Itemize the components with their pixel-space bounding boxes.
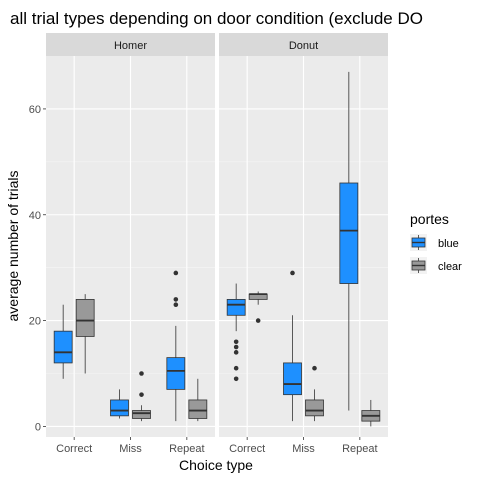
legend-label-blue: blue <box>438 238 459 250</box>
outlier-point <box>233 344 239 350</box>
outlier-point <box>233 339 239 345</box>
boxplot-homer-correct-blue <box>53 304 73 379</box>
facet-strip-homer <box>46 33 215 56</box>
outlier-point <box>173 270 179 276</box>
boxplot-homer-repeat-blue <box>166 270 186 422</box>
y-tick-label: 40 <box>29 210 41 222</box>
box <box>305 399 324 417</box>
outlier-point <box>233 350 239 355</box>
boxplot-donut-miss-clear <box>305 365 324 422</box>
box <box>110 399 129 417</box>
facet-label-donut: Donut <box>289 40 318 52</box>
legend: portes blue clear <box>410 211 462 274</box>
boxplot-donut-repeat-blue <box>339 71 359 411</box>
boxplot-donut-correct-blue <box>226 283 246 382</box>
y-tick-label: 0 <box>35 421 41 433</box>
box <box>188 399 208 419</box>
boxplot-donut-repeat-clear <box>361 399 381 427</box>
boxplot-homer-miss-blue <box>110 389 129 419</box>
chart-title: all trial types depending on door condit… <box>10 9 423 28</box>
x-tick-label-donut-correct: Correct <box>229 443 265 455</box>
legend-label-clear: clear <box>438 261 462 273</box>
box <box>132 410 151 419</box>
outlier-point <box>173 297 179 302</box>
y-tick-label: 20 <box>29 316 41 328</box>
outlier-point <box>173 302 179 308</box>
facet-strip-donut <box>219 33 388 56</box>
y-tick-label: 60 <box>29 104 41 116</box>
box <box>283 362 302 396</box>
outlier-point <box>255 318 261 323</box>
outlier-point <box>233 376 239 382</box>
x-tick-label-homer-correct: Correct <box>56 443 92 455</box>
y-axis-title: average number of trials <box>5 171 21 322</box>
outlier-point <box>290 270 295 276</box>
boxplot-homer-miss-clear <box>132 371 151 422</box>
outlier-point <box>139 392 144 397</box>
outlier-point <box>139 371 144 376</box>
x-axis-title: Choice type <box>179 457 253 473</box>
boxplot-donut-correct-clear <box>248 291 268 323</box>
facet-label-homer: Homer <box>114 40 147 52</box>
plot-area: Homer Correct Miss Repeat Donut Correct Miss Re… <box>29 33 388 455</box>
box <box>339 182 359 284</box>
outlier-point <box>233 365 239 371</box>
boxplot-homer-correct-clear <box>75 294 95 374</box>
x-tick-label-homer-repeat: Repeat <box>169 443 204 455</box>
legend-title: portes <box>410 211 449 227</box>
x-tick-label-donut-miss: Miss <box>292 443 315 455</box>
box <box>75 299 95 337</box>
x-tick-label-homer-miss: Miss <box>119 443 142 455</box>
box <box>166 357 186 390</box>
boxplot-homer-repeat-clear <box>188 378 208 422</box>
outlier-point <box>312 365 317 371</box>
boxplot-donut-miss-blue <box>283 270 302 422</box>
x-tick-label-donut-repeat: Repeat <box>342 443 377 455</box>
box <box>53 330 73 364</box>
box <box>226 299 246 316</box>
